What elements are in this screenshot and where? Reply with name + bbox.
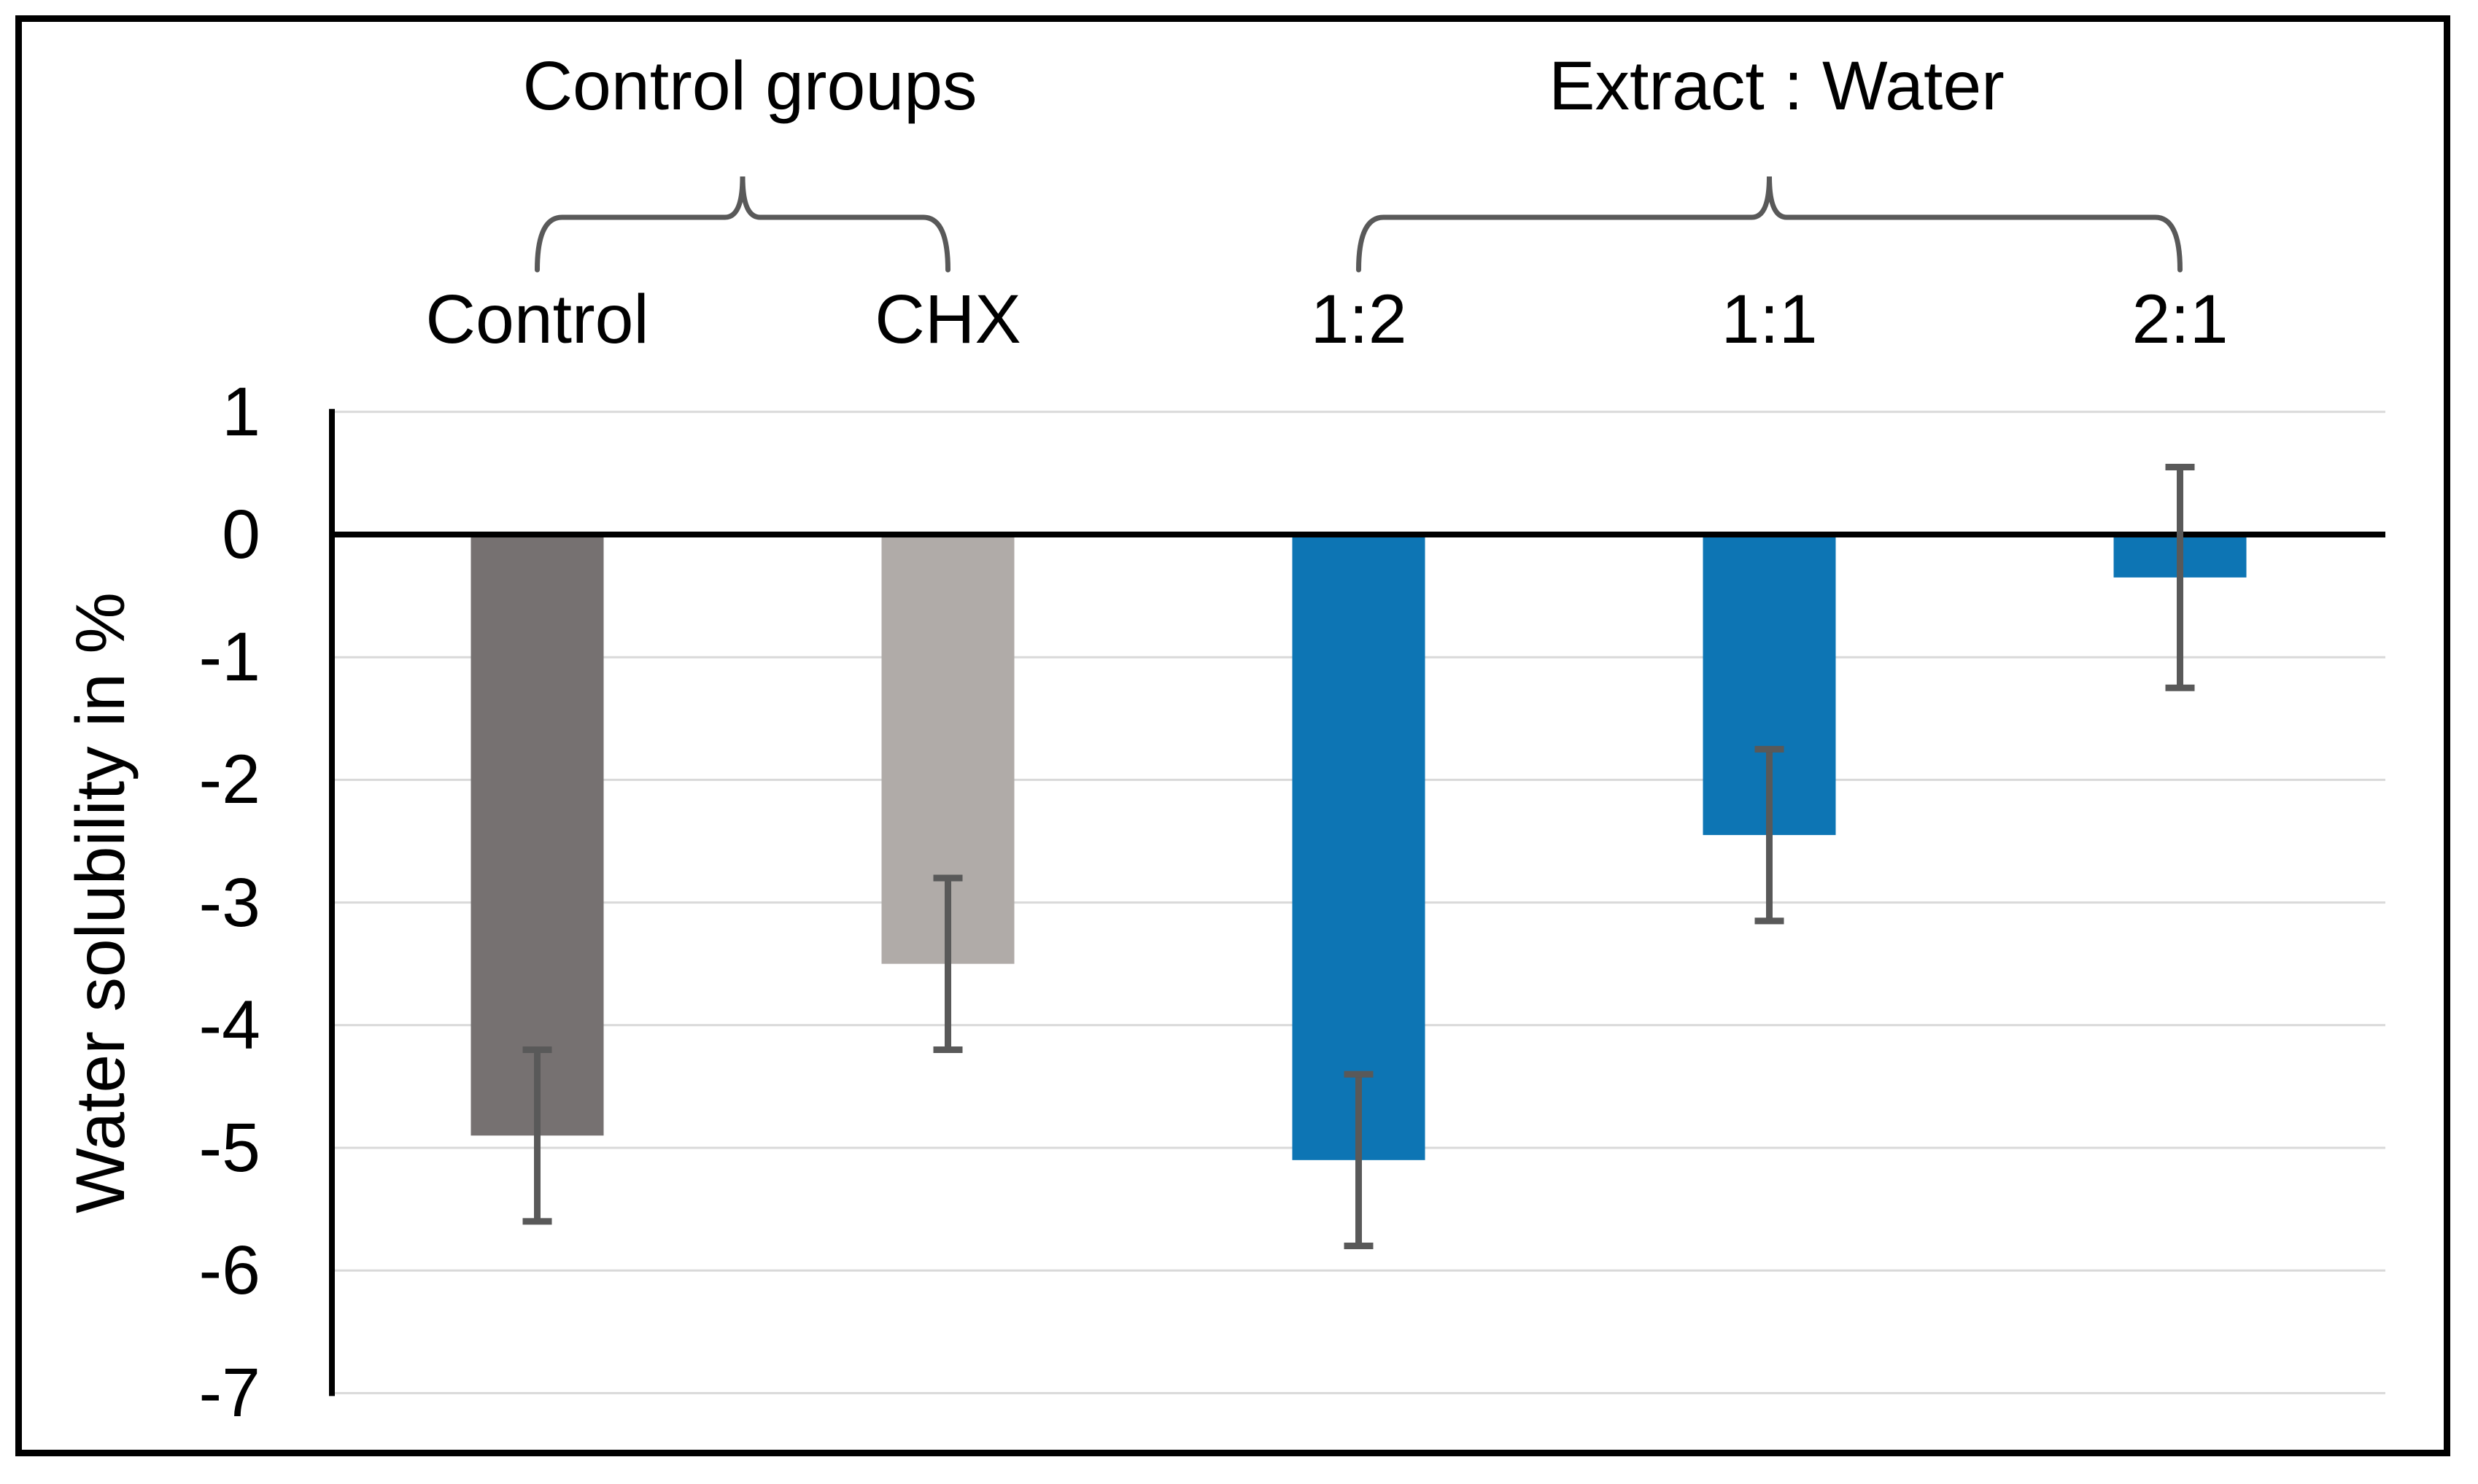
y-tick-label-neg1: -1	[198, 618, 260, 696]
y-tick-label-neg7: -7	[198, 1354, 260, 1432]
category-label-control: Control	[425, 281, 649, 358]
category-label-chx: CHX	[875, 281, 1021, 358]
category-label-2-1: 2:1	[2132, 281, 2229, 358]
y-tick-label-0: 0	[222, 496, 260, 573]
y-tick-label-neg2: -2	[198, 741, 260, 819]
group-title-control-groups: Control groups	[522, 47, 977, 125]
y-axis-title: Water solubility in %	[62, 592, 139, 1213]
brace-extract-water	[1356, 176, 2183, 273]
bar-1-2	[1292, 535, 1425, 1160]
brace-control-groups	[535, 176, 950, 273]
y-tick-label-neg5: -5	[198, 1109, 260, 1186]
y-tick-label-1: 1	[222, 373, 260, 451]
bar-control	[471, 535, 604, 1136]
figure-border	[15, 15, 2450, 1456]
y-tick-label-neg4: -4	[198, 986, 260, 1064]
category-label-1-2: 1:2	[1310, 281, 1407, 358]
y-tick-label-neg3: -3	[198, 863, 260, 941]
category-label-1-1: 1:1	[1721, 281, 1818, 358]
y-tick-label-neg6: -6	[198, 1232, 260, 1310]
group-title-extract-water: Extract : Water	[1549, 47, 2005, 125]
